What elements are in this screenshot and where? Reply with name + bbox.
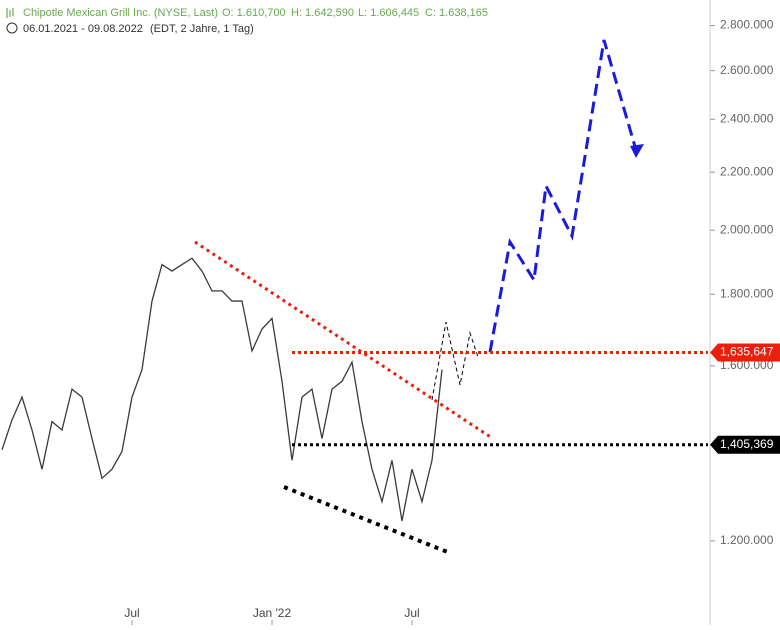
projection-path	[431, 321, 479, 401]
y-tick-label: 2.600.000	[720, 63, 774, 77]
header-icon	[6, 8, 14, 18]
chart-info: (EDT, 2 Jahre, 1 Tag)	[150, 23, 254, 35]
y-tick-label: 2.200.000	[720, 164, 774, 178]
level-label: 1,405,369	[720, 437, 774, 451]
x-tick-label: Jul	[404, 606, 419, 620]
close: C: 1.638,165	[425, 7, 488, 19]
y-tick-label: 2.400.000	[720, 111, 774, 125]
stock-title: Chipotle Mexican Grill Inc. (NYSE, Last)	[23, 7, 218, 19]
clock-icon	[6, 22, 18, 34]
y-tick-label: 1.200.000	[720, 533, 774, 547]
level-tag	[710, 343, 780, 362]
arrow-head	[630, 144, 644, 158]
low: L: 1.606,445	[358, 7, 419, 19]
level-tag	[710, 435, 780, 454]
high: H: 1.642,590	[291, 7, 354, 19]
y-tick-label: 2.000.000	[720, 222, 774, 236]
y-tick-label: 2.800.000	[720, 18, 774, 32]
date-range: 06.01.2021 - 09.08.2022	[23, 23, 143, 35]
resistance-trendline	[194, 240, 493, 440]
level-label: 1,635,647	[720, 345, 774, 359]
bullish-projection	[488, 39, 638, 353]
x-tick-label: Jan '22	[253, 606, 292, 620]
open: O: 1.610,700	[222, 7, 286, 19]
price-line	[1, 257, 443, 522]
y-tick-label: 1.800.000	[720, 286, 774, 300]
support-trendline	[283, 485, 451, 555]
x-tick-label: Jul	[124, 606, 139, 620]
y-tick-label: 1.600.000	[720, 358, 774, 372]
